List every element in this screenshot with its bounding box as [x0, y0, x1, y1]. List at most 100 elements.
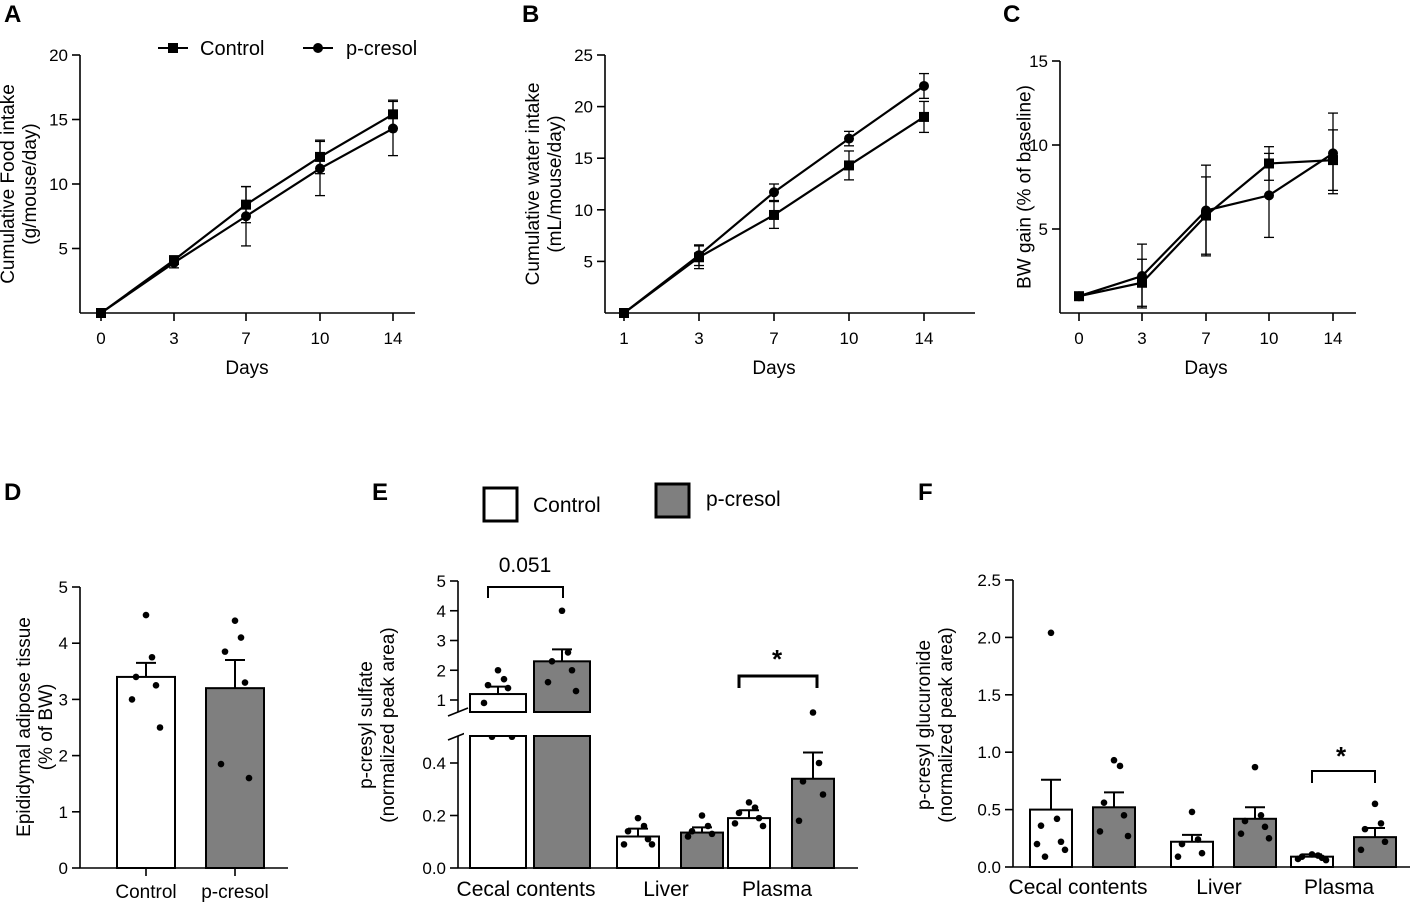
data-point-control: [1033, 840, 1041, 848]
data-point-pcresol: [1241, 817, 1249, 825]
x-tick-label: 3: [1137, 329, 1146, 348]
data-point-control: [142, 611, 150, 619]
data-point-control: [640, 822, 648, 830]
y-tick-label: 2.0: [977, 628, 1001, 647]
data-point-control: [844, 160, 854, 171]
data-point-pcresol: [1261, 823, 1269, 831]
x-tick-label: 7: [1201, 329, 1210, 348]
data-point-pcresol: [548, 658, 556, 665]
data-point-pcresol: [1100, 799, 1108, 807]
y-axis-label: BW gain (% of baseline): [1015, 85, 1036, 289]
data-point-pcresol: [231, 617, 239, 625]
data-point-pcresol: [684, 833, 692, 840]
data-point-control: [1047, 629, 1055, 637]
y-tick-label: 15: [49, 111, 68, 130]
data-point-pcresol: [221, 648, 229, 655]
data-point-control: [1198, 849, 1206, 857]
data-point-control: [1174, 853, 1182, 860]
data-point-pcresol: [708, 830, 716, 838]
data-point-pcresol: [1257, 812, 1265, 819]
panel-letter-f: F: [918, 479, 933, 506]
data-point-control: [648, 841, 656, 848]
chart-d-adipose: 0 1 2 3 4 5 Epididymal adipose tissue(% of BW)…: [14, 578, 288, 903]
legend-bar-control-label: Control: [533, 494, 601, 517]
data-point-pcresol: [169, 257, 179, 268]
bar-control: [469, 693, 527, 713]
data-point-pcresol: [1265, 835, 1273, 842]
x-tick-label: 3: [694, 329, 703, 348]
data-point-pcresol: [619, 308, 629, 318]
data-point-control: [1188, 808, 1196, 816]
x-tick-label: 10: [1260, 329, 1279, 348]
x-tick-label: 0: [1074, 329, 1083, 348]
data-point-pcresol: [1371, 800, 1379, 808]
legend-top: Control p-cresol: [158, 38, 417, 60]
legend-bar-pcresol-label: p-cresol: [706, 488, 781, 511]
y-tick-label: 15: [1029, 52, 1048, 71]
data-point-control: [1294, 855, 1302, 863]
panel-letter-a: A: [4, 1, 21, 28]
data-point-control: [644, 835, 652, 843]
y-tick-label: 20: [574, 98, 593, 117]
panel-letter-c: C: [1003, 1, 1020, 28]
bar-control: [116, 675, 176, 869]
y-tick-label: 5: [584, 252, 593, 271]
data-point-pcresol: [844, 133, 854, 144]
data-point-control: [1057, 838, 1065, 846]
x-tick-label: 1: [619, 329, 628, 348]
y-tick-label: 10: [1029, 136, 1048, 155]
y-tick-label: 5: [437, 572, 446, 591]
panel-letter-e: E: [372, 479, 388, 506]
chart-a-food-intake: 5 10 15 20 0 3 7 10 14 Days Cumulative Food intake…: [0, 46, 415, 379]
data-point-pcresol: [1074, 291, 1084, 302]
data-point-pcresol: [558, 607, 566, 615]
data-point-control: [1308, 851, 1316, 858]
y-tick-label: 3: [59, 690, 68, 709]
x-tick-label: Cecal contents: [457, 878, 596, 901]
panel-letter-d: D: [4, 479, 21, 506]
legend-control-label: Control: [200, 38, 264, 60]
y-tick-label: 0.4: [422, 754, 446, 773]
data-point-control: [731, 820, 739, 827]
data-point-pcresol: [1237, 830, 1245, 838]
data-point-control: [500, 675, 508, 683]
data-point-pcresol: [568, 666, 576, 674]
data-point-pcresol: [315, 163, 325, 174]
x-tick-label: Control: [115, 882, 176, 903]
data-point-control: [1061, 846, 1069, 854]
y-tick-label: 5: [59, 578, 68, 597]
y-tick-label: 2: [59, 747, 68, 766]
data-point-pcresol: [819, 791, 827, 798]
data-point-control: [156, 724, 164, 731]
x-axis-label: Days: [752, 358, 795, 379]
x-tick-label: 10: [840, 329, 859, 348]
data-point-control: [620, 841, 628, 848]
data-point-control: [1194, 836, 1202, 843]
data-point-pcresol: [809, 709, 817, 716]
x-tick-label: 10: [311, 329, 330, 348]
x-tick-label: Cecal contents: [1009, 876, 1148, 899]
data-point-control: [148, 653, 156, 661]
data-point-pcresol: [1264, 190, 1274, 201]
x-tick-label: 14: [384, 329, 403, 348]
data-point-pcresol: [1251, 763, 1259, 771]
data-point-control: [751, 804, 759, 811]
y-tick-label: 25: [574, 46, 593, 65]
y-axis-label: Cumulative water intake(mL/mouse/day): [523, 83, 566, 286]
data-point-control: [1053, 815, 1061, 823]
data-point-pcresol: [245, 774, 253, 782]
x-tick-label: 7: [769, 329, 778, 348]
data-point-pcresol: [1096, 828, 1104, 835]
data-point-pcresol: [704, 822, 712, 830]
data-point-control: [1178, 840, 1186, 848]
data-point-pcresol: [1377, 820, 1385, 827]
data-point-pcresol: [1201, 205, 1211, 216]
data-point-pcresol: [815, 759, 823, 767]
data-point-pcresol: [388, 123, 398, 134]
data-point-control: [769, 209, 779, 220]
data-point-pcresol: [1116, 762, 1124, 770]
legend-control-swatch: [482, 486, 519, 523]
data-point-control: [745, 799, 753, 806]
y-tick-label: 2.5: [977, 571, 1001, 590]
data-point-control: [624, 827, 632, 835]
